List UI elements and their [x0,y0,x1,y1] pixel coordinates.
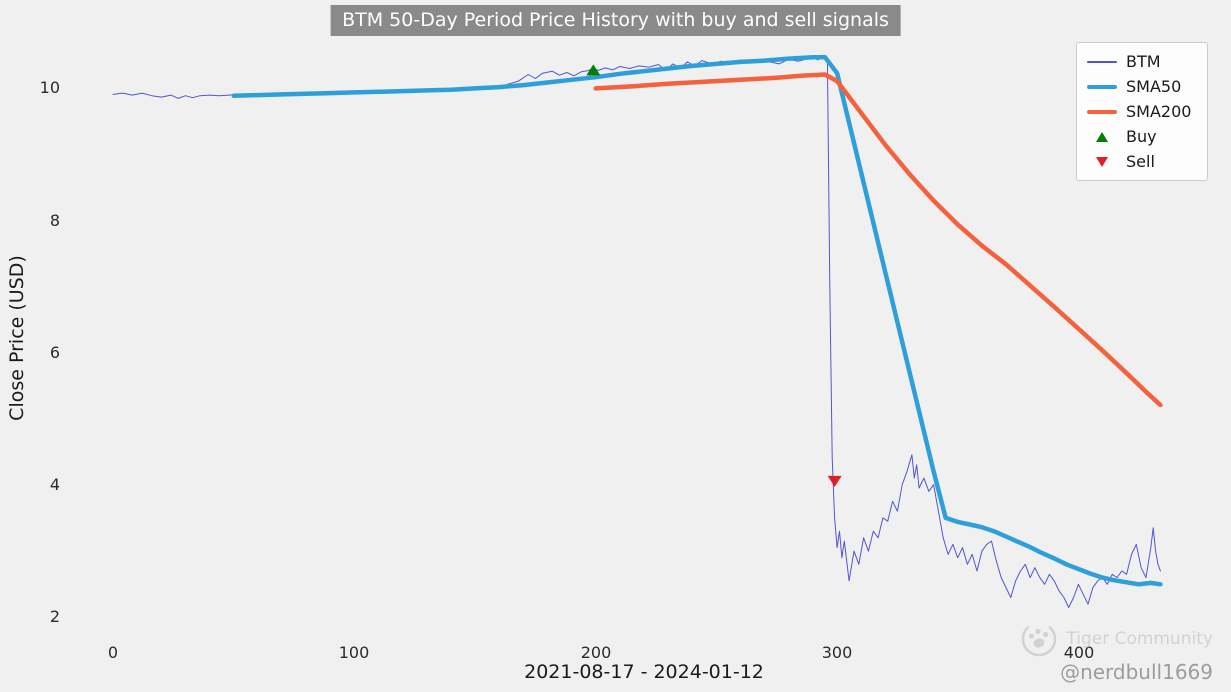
triangle-up-icon [1096,131,1108,142]
x-tick-label: 100 [338,643,370,662]
legend-item-sma200: SMA200 [1087,99,1197,124]
legend-label-sell: Sell [1126,152,1155,171]
legend-item-sell: Sell [1087,149,1197,174]
x-tick-label: 300 [821,643,853,662]
sma200-line [593,72,1163,408]
legend-label-sma50: SMA50 [1126,77,1182,96]
legend-item-btm: BTM [1087,49,1197,74]
y-tick-label: 6 [49,343,60,362]
watermark-brand: Tiger Community [1066,629,1213,649]
x-tick-label: 200 [580,643,612,662]
x-tick-label: 0 [107,643,119,662]
sma50-line-swatch [1087,84,1117,89]
watermark-handle: @nerdbull1669 [1060,660,1213,684]
x-tick-label: 400 [1063,643,1095,662]
tiger-community-logo [1022,621,1057,657]
btm-line [112,54,1161,608]
sma50-line [231,54,1163,587]
legend-label-buy: Buy [1126,127,1157,146]
y-tick-label: 2 [49,607,60,626]
legend-label-sma200: SMA200 [1126,102,1192,121]
chart-title: BTM 50-Day Period Price History with buy… [330,5,901,36]
thin-line-icon [1087,60,1117,63]
sell-marker-swatch [1087,156,1117,167]
thick-line-icon [1087,84,1117,89]
y-tick-label: 4 [49,475,60,494]
thick-line-icon [1087,109,1117,114]
watermark-brand-row: Tiger Community [1020,620,1213,658]
watermark: Tiger Community @nerdbull1669 [1020,620,1213,684]
y-tick-label: 10 [39,78,60,97]
triangle-down-icon [1096,156,1108,167]
y-tick-label: 8 [49,211,60,230]
legend-item-buy: Buy [1087,124,1197,149]
x-axis-label: 2021-08-17 - 2024-01-12 [524,661,764,683]
buy-signal-marker [586,64,601,76]
legend-label-btm: BTM [1126,52,1161,71]
buy-marker-swatch [1087,131,1117,142]
y-axis-label: Close Price (USD) [6,255,28,421]
legend: BTM SMA50 SMA200 Buy Sell [1076,42,1208,181]
sell-signal-marker [827,475,842,487]
legend-item-sma50: SMA50 [1087,74,1197,99]
btm-line-swatch [1087,60,1117,63]
sma200-line-swatch [1087,109,1117,114]
